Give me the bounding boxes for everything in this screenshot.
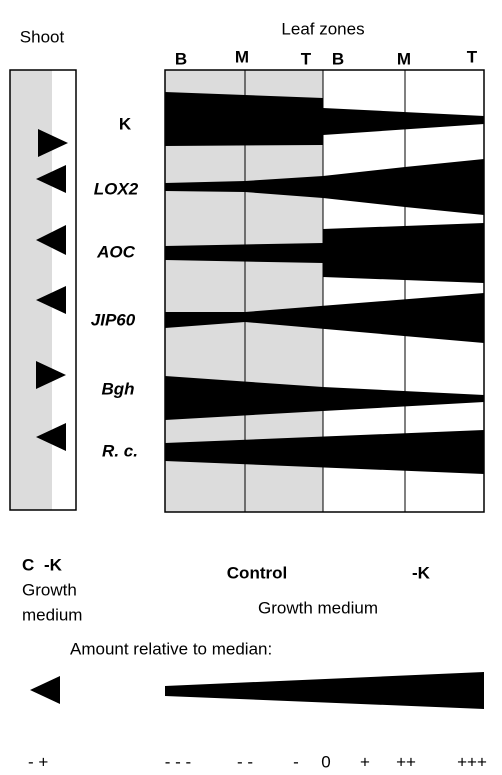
scale-label: + — [360, 752, 370, 771]
row-label: LOX2 — [94, 179, 139, 198]
wedge — [165, 92, 484, 146]
arrow-right — [36, 361, 66, 389]
shoot-minus-k: -K — [44, 555, 63, 574]
legend-wedge — [165, 672, 484, 709]
shoot-scale: - + — [28, 752, 48, 771]
row-label: K — [119, 114, 132, 133]
wedge — [165, 159, 484, 215]
shoot-caption: Growth — [22, 580, 77, 599]
wedge — [165, 293, 484, 343]
leaf-zones-title: Leaf zones — [281, 19, 364, 38]
shoot-control: C — [22, 555, 34, 574]
row-label: JIP60 — [91, 310, 136, 329]
leaf-box — [164, 69, 485, 513]
scale-label: - — [293, 752, 299, 771]
row-label: R. c. — [102, 441, 138, 460]
legend-title: Amount relative to median: — [70, 639, 272, 658]
arrow-left — [36, 286, 66, 314]
scale-label: 0 — [321, 752, 330, 771]
row-label: AOC — [96, 242, 136, 261]
arrow-left — [36, 423, 66, 451]
leaf-caption: Growth medium — [258, 598, 378, 617]
scale-label: ++ — [396, 752, 416, 771]
scale-label: - - - — [165, 752, 191, 771]
zone-label: M — [235, 47, 249, 66]
zone-label: T — [467, 47, 478, 66]
wedge — [165, 223, 484, 283]
leaf-minus-k: -K — [412, 563, 431, 582]
leaf-control: Control — [227, 563, 287, 582]
row-label: Bgh — [101, 379, 134, 398]
scale-label: +++ — [457, 752, 487, 771]
arrow-left — [36, 225, 66, 255]
legend-arrow — [30, 676, 60, 704]
scale-label: - - — [237, 752, 253, 771]
zone-label: T — [301, 49, 312, 68]
shoot-box — [9, 69, 77, 511]
zone-label: B — [332, 49, 344, 68]
shoot-caption: medium — [22, 605, 82, 624]
arrow-right — [38, 129, 68, 157]
wedge — [165, 376, 484, 420]
arrow-left — [36, 165, 66, 193]
wedge — [165, 430, 484, 474]
shoot-title: Shoot — [20, 27, 65, 46]
zone-label: M — [397, 49, 411, 68]
zone-label: B — [175, 49, 187, 68]
